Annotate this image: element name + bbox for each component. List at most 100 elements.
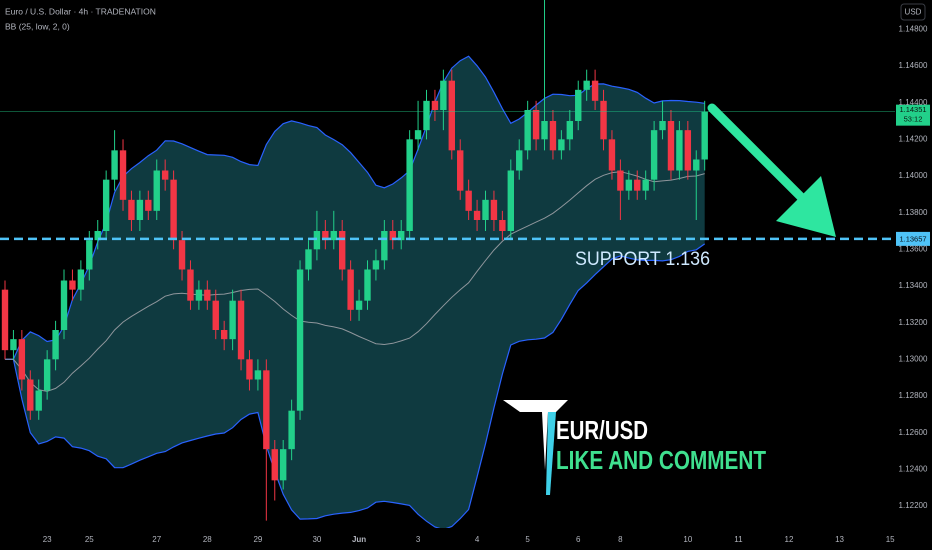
indicator-label: BB (25, low, 2, 0) xyxy=(5,21,70,31)
y-tick-label: 1.14600 xyxy=(899,61,928,70)
y-tick-label: 1.13600 xyxy=(899,244,928,253)
y-tick-label: 1.12800 xyxy=(899,391,928,400)
candle-body xyxy=(465,190,472,211)
candle-body xyxy=(558,139,565,151)
arrow-shaft xyxy=(707,103,811,207)
candle-body xyxy=(364,269,371,301)
price-label-box xyxy=(896,104,930,126)
candle-body xyxy=(566,121,574,140)
candle-body xyxy=(650,130,658,180)
candle-body xyxy=(575,89,582,121)
candle-body xyxy=(541,121,548,140)
candle-body xyxy=(448,80,455,151)
candle-body xyxy=(102,179,110,231)
candle-body xyxy=(355,300,363,310)
candle-body xyxy=(145,199,152,211)
candle-body xyxy=(77,269,85,290)
candle-body xyxy=(178,240,186,270)
candle-body xyxy=(220,330,228,340)
y-tick-label: 1.14800 xyxy=(899,24,928,33)
y-tick-label: 1.13200 xyxy=(899,318,928,327)
x-tick-label: 10 xyxy=(683,535,692,544)
price-label: 1.14351 xyxy=(899,105,926,114)
candle-body xyxy=(490,199,498,220)
bollinger-fill xyxy=(5,56,705,528)
price-countdown: 53:12 xyxy=(904,115,923,124)
candle-body xyxy=(347,269,354,310)
x-tick-label: 3 xyxy=(416,535,421,544)
axes: 1.14800 1.14600 1.14400 1.14200 1.14000 1.138… xyxy=(43,24,928,544)
candle-body xyxy=(482,199,489,220)
y-tick-label: 1.14000 xyxy=(899,171,928,180)
candle-body xyxy=(246,359,253,380)
candle-body xyxy=(423,100,430,131)
candle-body xyxy=(330,231,337,241)
candle-body xyxy=(524,110,531,151)
candle-body xyxy=(212,300,219,330)
bollinger-lower xyxy=(5,243,706,528)
candle-body xyxy=(667,121,675,171)
candle-body xyxy=(431,100,439,110)
watermark-symbol: EUR/USD xyxy=(556,415,648,445)
candle-body xyxy=(296,269,304,411)
candle-body xyxy=(279,449,287,481)
currency-label[interactable]: USD xyxy=(905,8,922,17)
arrow-head xyxy=(776,176,836,237)
x-tick-label: 25 xyxy=(85,535,94,544)
bollinger-basis xyxy=(5,171,705,392)
candle-body xyxy=(263,370,270,450)
candle-body xyxy=(608,139,616,171)
candle-body xyxy=(128,199,135,220)
candle-body xyxy=(457,150,464,191)
candle-body xyxy=(625,179,633,191)
x-tick-label: 4 xyxy=(475,535,480,544)
candle-body xyxy=(187,269,194,301)
x-tick-label: 5 xyxy=(525,535,530,544)
candle-body xyxy=(583,80,590,90)
candle-body xyxy=(60,280,68,330)
candle-body xyxy=(372,260,380,270)
x-tick-label: 11 xyxy=(734,535,743,544)
x-tick-label: 29 xyxy=(253,535,262,544)
x-tick-label: 13 xyxy=(835,535,844,544)
candle-body xyxy=(381,231,388,261)
candle-body xyxy=(532,110,540,140)
x-tick-label: 6 xyxy=(576,535,581,544)
support-label: 1.13657 xyxy=(899,234,926,243)
candle-body xyxy=(693,159,700,171)
y-tick-label: 1.13000 xyxy=(899,354,928,363)
candle-body xyxy=(35,390,42,411)
candle-body xyxy=(499,220,506,231)
candle-body xyxy=(305,249,312,270)
candle-body xyxy=(389,231,396,241)
candle-body xyxy=(204,289,211,301)
candle-body xyxy=(119,150,127,200)
candle-body xyxy=(313,231,321,250)
candle-body xyxy=(111,150,118,180)
candle-body xyxy=(322,231,329,241)
y-tick-label: 1.12400 xyxy=(899,464,928,473)
candle-body xyxy=(591,80,599,101)
y-tick-label: 1.13400 xyxy=(899,281,928,290)
x-tick-label: Jun xyxy=(352,535,366,544)
x-tick-label: 23 xyxy=(43,535,52,544)
candle-body xyxy=(136,199,144,220)
candle-body xyxy=(195,289,203,301)
candle-body xyxy=(170,179,177,241)
y-tick-label: 1.14400 xyxy=(899,98,928,107)
candle-body xyxy=(52,330,59,360)
support-label-box xyxy=(896,231,930,246)
candle-body xyxy=(634,179,641,191)
candle-body xyxy=(86,240,93,270)
x-tick-label: 27 xyxy=(152,535,161,544)
candle-body xyxy=(473,210,481,220)
candle-body xyxy=(440,80,447,110)
y-tick-label: 1.13800 xyxy=(899,208,928,217)
candle-body xyxy=(18,339,26,380)
symbol-title: Euro / U.S. Dollar · 4h · TRADENATION xyxy=(5,6,156,16)
candle-body xyxy=(27,379,34,411)
currency-button[interactable] xyxy=(900,3,926,21)
watermark-cta: LIKE AND COMMENT xyxy=(556,445,766,475)
